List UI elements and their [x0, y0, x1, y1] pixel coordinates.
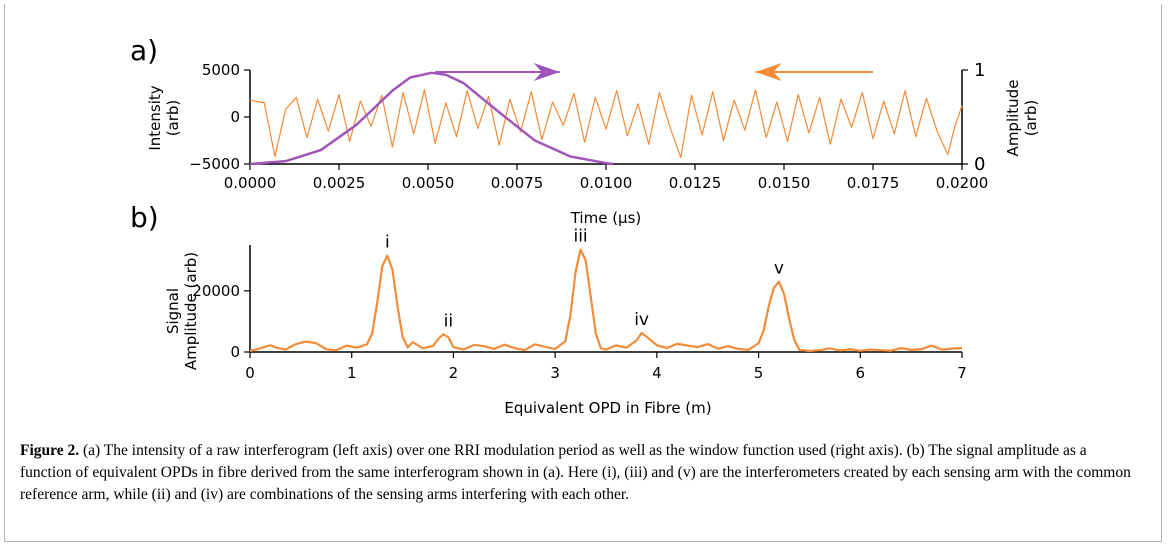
chart-a-ylabel-line2: (arb): [164, 100, 182, 137]
chart-b-ylabel-line2: Amplitude (arb): [182, 252, 200, 370]
chart-a-ylabel-line1: Intensity: [146, 85, 164, 150]
chart-a-window-function-line: [249, 71, 614, 166]
chart-b-peak-label: ii: [444, 311, 453, 331]
chart-a-x-tick-label: 0.0125: [669, 174, 722, 192]
chart-b-peak-label: iv: [634, 310, 649, 330]
chart-b-x-tick-label: 3: [550, 364, 560, 382]
chart-b-y-tick-label: 0: [230, 343, 240, 361]
chart-a-y2-tick-label: 0: [974, 154, 985, 175]
chart-a-x-tick-label: 0.0050: [402, 174, 455, 192]
chart-a-y-tick-label: 5000: [202, 61, 240, 79]
figure-caption: Figure 2. (a) The intensity of a raw int…: [20, 440, 1140, 506]
chart-a-arrow-head: [533, 63, 560, 81]
chart-a-x-tick-label: 0.0075: [491, 174, 544, 192]
chart-b-peak-label: iii: [573, 227, 587, 247]
chart-b-x-tick-label: 0: [245, 364, 255, 382]
chart-b-panel-label: b): [130, 205, 159, 234]
chart-a-x-tick-label: 0.0025: [313, 174, 366, 192]
chart-a-x-tick-label: 0.0150: [758, 174, 811, 192]
chart-a-x-tick-label: 0.0175: [847, 174, 900, 192]
chart-b-ylabel-line1: Signal: [164, 288, 182, 334]
chart-a-y-tick-label: −5000: [189, 155, 240, 173]
chart-b-x-tick-label: 4: [652, 364, 662, 382]
chart-b-y-tick-label: 20000: [192, 282, 240, 300]
chart-b-peak-label: v: [774, 259, 784, 279]
chart-a-y2label-line1: Amplitude: [1004, 80, 1022, 157]
chart-b-x-tick-label: 6: [856, 364, 866, 382]
chart-a: a) Intensity (arb) Amplitude (arb) Time …: [130, 34, 1040, 227]
caption-text: (a) The intensity of a raw interferogram…: [20, 442, 1131, 503]
chart-b-peak-label: i: [385, 233, 390, 253]
chart-a-x-tick-label: 0.0200: [936, 174, 989, 192]
chart-a-y2-tick-label: 1: [974, 60, 985, 81]
chart-a-interferogram-line: [249, 89, 963, 159]
chart-b-xlabel: Equivalent OPD in Fibre (m): [504, 399, 711, 417]
chart-a-panel-label: a): [130, 34, 158, 67]
caption-lead: Figure 2.: [20, 442, 80, 459]
chart-b-signal-line: [249, 248, 963, 353]
chart-b: b) Signal Amplitude (arb) Equivalent OPD…: [130, 205, 967, 417]
chart-b-x-tick-label: 1: [347, 364, 357, 382]
chart-b-x-tick-label: 2: [449, 364, 459, 382]
chart-b-x-tick-label: 5: [754, 364, 764, 382]
chart-b-x-tick-label: 7: [957, 364, 967, 382]
chart-a-arrow-head: [755, 63, 782, 81]
chart-a-y-tick-label: 0: [230, 108, 240, 126]
chart-a-y2label-line2: (arb): [1022, 100, 1040, 137]
chart-a-xlabel: Time (μs): [570, 209, 642, 227]
chart-a-x-tick-label: 0.0000: [224, 174, 277, 192]
figure-frame: [4, 4, 1162, 542]
chart-a-x-tick-label: 0.0100: [580, 174, 633, 192]
